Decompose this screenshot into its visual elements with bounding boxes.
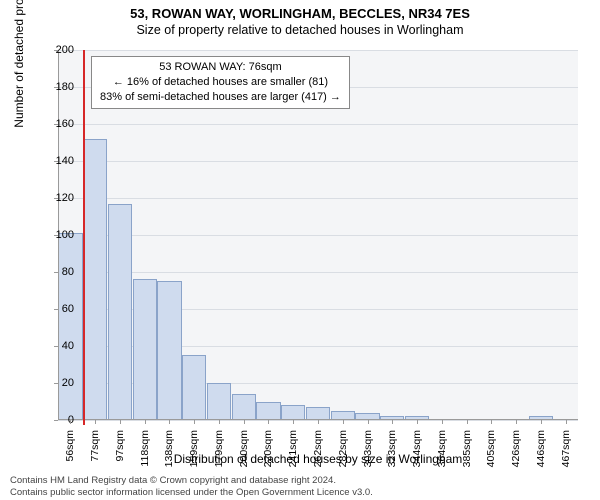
footer-line1: Contains HM Land Registry data © Crown c… [10, 475, 373, 486]
x-tick-mark [194, 420, 195, 424]
bar [83, 139, 107, 420]
x-tick-mark [120, 420, 121, 424]
chart-container: 53, ROWAN WAY, WORLINGHAM, BECCLES, NR34… [0, 0, 600, 500]
bar [256, 402, 280, 421]
x-tick-mark [318, 420, 319, 424]
x-tick-mark [442, 420, 443, 424]
info-box-line2: ← 16% of detached houses are smaller (81… [100, 75, 341, 90]
bar [182, 355, 206, 420]
gridline [58, 50, 578, 51]
page-subtitle: Size of property relative to detached ho… [0, 21, 600, 37]
y-tick-mark [54, 346, 58, 347]
gridline [58, 198, 578, 199]
gridline [58, 124, 578, 125]
gridline [58, 272, 578, 273]
y-tick-mark [54, 50, 58, 51]
bar [133, 279, 157, 420]
x-tick-mark [244, 420, 245, 424]
footer: Contains HM Land Registry data © Crown c… [10, 475, 373, 498]
x-tick-mark [268, 420, 269, 424]
y-tick-mark [54, 124, 58, 125]
x-tick-mark [368, 420, 369, 424]
bar [281, 405, 305, 420]
page-title: 53, ROWAN WAY, WORLINGHAM, BECCLES, NR34… [0, 0, 600, 21]
x-tick-mark [541, 420, 542, 424]
info-box-line3: 83% of semi-detached houses are larger (… [100, 90, 341, 105]
x-tick-mark [293, 420, 294, 424]
y-tick-mark [54, 309, 58, 310]
x-tick-mark [70, 420, 71, 424]
y-tick-mark [54, 235, 58, 236]
gridline [58, 161, 578, 162]
x-tick-mark [392, 420, 393, 424]
y-tick-mark [54, 272, 58, 273]
x-tick-mark [467, 420, 468, 424]
x-tick-mark [169, 420, 170, 424]
info-box-line1: 53 ROWAN WAY: 76sqm [100, 60, 341, 75]
x-tick-mark [417, 420, 418, 424]
bar [108, 204, 132, 420]
x-axis-label: Distribution of detached houses by size … [58, 452, 578, 466]
x-tick-mark [145, 420, 146, 424]
subject-marker-line [83, 50, 85, 425]
x-tick-mark [566, 420, 567, 424]
x-tick-mark [95, 420, 96, 424]
info-box: 53 ROWAN WAY: 76sqm ← 16% of detached ho… [91, 56, 350, 109]
bar [232, 394, 256, 420]
x-tick-mark [219, 420, 220, 424]
y-tick-mark [54, 420, 58, 421]
x-tick-mark [491, 420, 492, 424]
y-tick-mark [54, 87, 58, 88]
bar [58, 233, 82, 420]
plot-area: 53 ROWAN WAY: 76sqm ← 16% of detached ho… [58, 50, 578, 420]
x-tick-mark [516, 420, 517, 424]
gridline [58, 235, 578, 236]
footer-line2: Contains public sector information licen… [10, 487, 373, 498]
y-tick-mark [54, 161, 58, 162]
bar [207, 383, 231, 420]
x-tick-mark [343, 420, 344, 424]
bar [157, 281, 181, 420]
y-tick-mark [54, 383, 58, 384]
y-tick-mark [54, 198, 58, 199]
y-axis-label: Number of detached properties [12, 0, 26, 230]
